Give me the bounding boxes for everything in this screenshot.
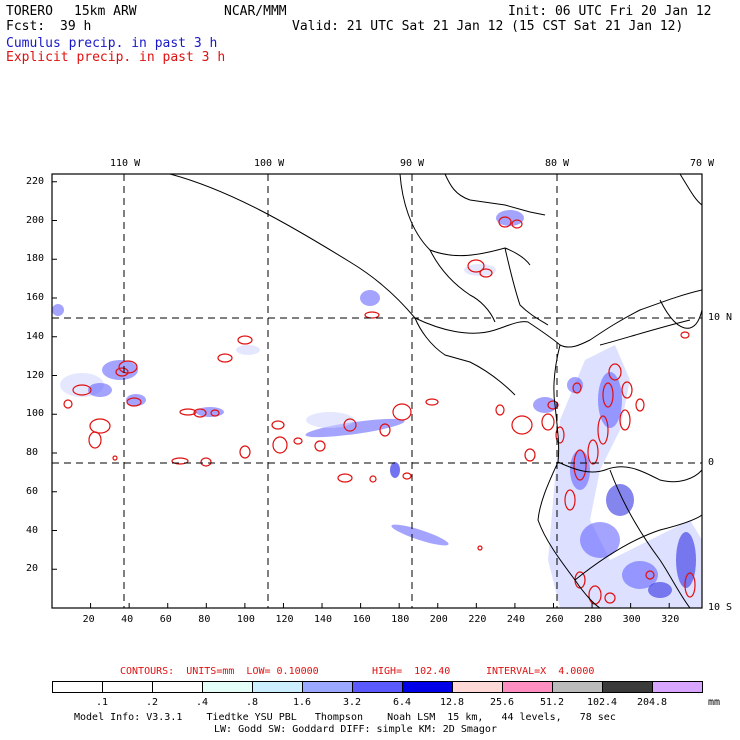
colorbar-level: 12.8 <box>439 697 465 708</box>
legend-explicit: Explicit precip. in past 3 h <box>6 50 226 65</box>
colorbar-swatch <box>602 681 653 693</box>
x-tick-label: 320 <box>661 614 680 625</box>
lon-label: 100 W <box>254 158 285 169</box>
colorbar-level: .2 <box>145 697 159 708</box>
forecast-label: Fcst: <box>6 19 46 34</box>
model-name: TORERO <box>6 4 53 19</box>
cumulus-precip-shading <box>52 210 702 608</box>
colorbar-swatch <box>402 681 453 693</box>
lon-label: 90 W <box>400 158 425 169</box>
colorbar-level: .1 <box>95 697 109 708</box>
lon-label: 70 W <box>690 158 715 169</box>
x-tick-label: 120 <box>275 614 294 625</box>
x-tick-label: 80 <box>198 614 211 625</box>
x-tick-label: 60 <box>159 614 172 625</box>
contour-units: CONTOURS: UNITS=mm LOW= 0.10000 <box>120 666 319 677</box>
colorbar-swatch <box>302 681 353 693</box>
colorbar-level: .8 <box>245 697 259 708</box>
colorbar-swatch <box>502 681 553 693</box>
x-tick-label: 280 <box>584 614 603 625</box>
x-tick-label: 220 <box>468 614 487 625</box>
colorbar-level: 51.2 <box>539 697 565 708</box>
colorbar-unit: mm <box>708 697 721 708</box>
lat-label: 0 <box>708 457 715 468</box>
colorbar-swatch <box>452 681 503 693</box>
y-tick-label: 160 <box>26 292 45 303</box>
x-tick-label: 260 <box>545 614 564 625</box>
colorbar-swatch <box>552 681 603 693</box>
lat-label: 10 N <box>708 312 733 323</box>
contour-interval: INTERVAL=X 4.0000 <box>486 666 595 677</box>
map-frame <box>51 173 703 609</box>
colorbar-level: 6.4 <box>392 697 412 708</box>
x-tick-label: 240 <box>506 614 525 625</box>
y-tick-label: 80 <box>26 447 39 458</box>
x-tick-label: 300 <box>622 614 641 625</box>
y-tick-label: 180 <box>26 253 45 265</box>
colorbar-level: 204.8 <box>636 697 668 708</box>
init-time: Init: 06 UTC Fri 20 Jan 12 <box>508 4 712 19</box>
y-tick-label: 120 <box>26 369 45 381</box>
lon-label: 80 W <box>545 158 570 169</box>
y-tick-label: 200 <box>26 214 45 226</box>
x-tick-label: 20 <box>82 614 95 625</box>
colorbar-level: 1.6 <box>292 697 312 708</box>
organization: NCAR/MMM <box>224 4 287 19</box>
lat-lon-grid <box>52 174 702 608</box>
y-tick-label: 100 <box>26 408 45 420</box>
colorbar-swatch <box>652 681 703 693</box>
colorbar-level: .4 <box>195 697 209 708</box>
x-tick-label: 40 <box>121 614 134 625</box>
x-tick-label: 160 <box>352 614 371 625</box>
colorbar-swatch <box>352 681 403 693</box>
colorbar-level: 102.4 <box>586 697 618 708</box>
physics-info: LW: Godd SW: Goddard DIFF: simple KM: 2D… <box>214 724 497 735</box>
coastlines <box>169 174 702 608</box>
colorbar-level: 25.6 <box>489 697 515 708</box>
x-tick-label: 100 <box>236 614 255 625</box>
y-tick-label: 220 <box>26 175 45 187</box>
y-tick-label: 140 <box>26 330 45 342</box>
x-tick-label: 140 <box>314 614 333 625</box>
forecast-hours: 39 h <box>60 19 92 34</box>
valid-time: Valid: 21 UTC Sat 21 Jan 12 (15 CST Sat … <box>292 19 684 34</box>
lat-label: 10 S <box>708 602 733 613</box>
model-resolution: 15km ARW <box>74 4 137 19</box>
colorbar-level: 3.2 <box>342 697 362 708</box>
colorbar-swatch <box>152 681 203 693</box>
y-tick-label: 40 <box>26 524 39 536</box>
x-tick-label: 180 <box>391 614 410 625</box>
colorbar-swatch <box>252 681 303 693</box>
colorbar-swatch <box>102 681 153 693</box>
contour-high: HIGH= 102.40 <box>372 666 451 677</box>
legend-cumulus: Cumulus precip. in past 3 h <box>6 36 218 51</box>
model-info: Model Info: V3.3.1 Tiedtke YSU PBL Thomp… <box>74 712 616 723</box>
lon-label: 110 W <box>110 158 141 169</box>
colorbar-swatch <box>52 681 103 693</box>
y-tick-label: 20 <box>26 563 39 575</box>
y-tick-label: 60 <box>26 485 39 497</box>
x-tick-label: 200 <box>429 614 448 625</box>
colorbar-swatch <box>202 681 253 693</box>
